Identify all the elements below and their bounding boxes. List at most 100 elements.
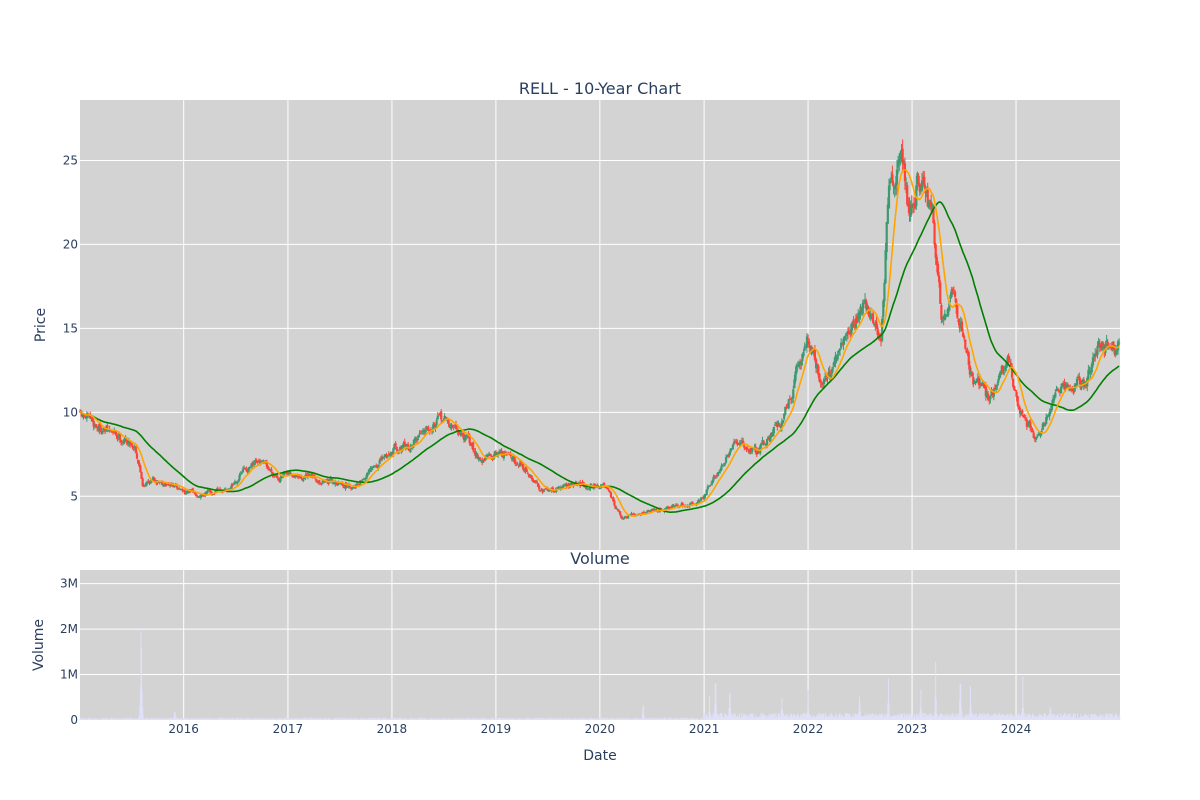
candle-body <box>146 481 149 484</box>
volume-bar <box>883 713 885 720</box>
volume-bar <box>371 719 373 720</box>
candle-body <box>131 444 134 448</box>
candle-body <box>1099 346 1103 349</box>
volume-bar <box>981 715 983 720</box>
volume-bar <box>954 715 956 720</box>
volume-bar <box>580 718 582 720</box>
volume-bar <box>170 718 172 720</box>
candle-body <box>704 494 707 496</box>
volume-bar <box>771 714 773 720</box>
volume-bar <box>632 718 634 720</box>
candle-body <box>1047 415 1050 417</box>
volume-bar <box>869 716 871 720</box>
volume-bar <box>893 714 895 720</box>
volume-bar <box>890 717 892 720</box>
candle-body <box>191 488 194 492</box>
volume-y-tick-label: 3M <box>60 577 78 591</box>
volume-bar <box>346 718 348 720</box>
candle-body <box>876 327 879 335</box>
volume-bar <box>113 718 115 720</box>
volume-bar <box>571 719 573 720</box>
volume-bar <box>378 717 380 720</box>
volume-bar <box>980 714 982 720</box>
volume-bar <box>843 716 845 720</box>
volume-bar <box>211 717 213 720</box>
volume-bar <box>245 717 247 720</box>
volume-bar <box>115 718 117 720</box>
volume-bar <box>1000 715 1002 720</box>
volume-bar <box>307 719 309 720</box>
volume-bar <box>1013 717 1015 720</box>
volume-bar <box>792 715 794 720</box>
volume-bar <box>1021 712 1023 720</box>
volume-bar <box>281 718 283 720</box>
volume-bar <box>512 718 514 720</box>
candle-body <box>622 518 625 520</box>
volume-bar <box>154 718 156 720</box>
volume-bar <box>278 717 280 720</box>
volume-bar <box>138 715 140 720</box>
volume-bar <box>453 718 455 720</box>
volume-bar <box>252 717 254 720</box>
candle-body <box>647 510 650 512</box>
volume-bar <box>150 719 152 720</box>
volume-bar <box>1077 718 1079 720</box>
volume-bar <box>536 718 538 720</box>
volume-bar <box>765 717 767 720</box>
volume-bar <box>151 719 153 720</box>
candle-body <box>314 479 317 481</box>
volume-bar <box>123 718 125 720</box>
volume-bar <box>1107 717 1109 720</box>
volume-bar <box>1057 713 1059 720</box>
volume-bar <box>895 715 897 720</box>
volume-bar <box>1034 718 1036 720</box>
candle-body <box>714 475 717 477</box>
candle-body <box>657 511 660 513</box>
candle-body <box>361 479 364 481</box>
candle-body <box>473 451 476 452</box>
candle-body <box>906 185 909 205</box>
volume-bar <box>766 716 768 720</box>
x-tick-label: 2023 <box>897 722 928 736</box>
candle-body <box>454 423 458 429</box>
volume-bar <box>523 718 525 720</box>
volume-bar <box>724 713 726 720</box>
candle-body <box>1025 419 1028 427</box>
volume-bar <box>411 718 413 720</box>
volume-bar <box>935 698 937 720</box>
candle-body <box>1081 379 1084 382</box>
candle-body <box>730 448 733 450</box>
volume-bar <box>551 717 553 720</box>
volume-bar <box>742 716 744 720</box>
volume-bar <box>696 717 698 720</box>
volume-bar <box>284 718 286 720</box>
volume-bar <box>730 713 732 720</box>
volume-bar <box>1052 714 1054 720</box>
volume-bar <box>503 717 505 720</box>
candle-body <box>193 491 197 495</box>
candle-body <box>469 442 472 447</box>
candle-body <box>173 485 176 488</box>
volume-bar <box>915 715 917 720</box>
volume-bar <box>661 719 663 720</box>
volume-bar <box>424 717 426 720</box>
volume-bar <box>340 719 342 720</box>
candle-body <box>99 423 102 431</box>
candle-body <box>305 474 308 478</box>
candle-body <box>783 413 786 419</box>
volume-bar <box>359 718 361 720</box>
candle-body <box>767 436 770 440</box>
candle-body <box>451 424 454 429</box>
candle-body <box>631 513 634 515</box>
volume-bar <box>679 719 681 720</box>
candle-body <box>787 399 790 409</box>
volume-bar <box>762 716 764 720</box>
volume-bar <box>482 717 484 720</box>
volume-bar <box>213 718 215 720</box>
volume-bar <box>342 717 344 720</box>
volume-bar <box>162 718 164 720</box>
volume-bar <box>699 719 701 720</box>
candle-body <box>650 508 654 511</box>
volume-bar <box>422 718 424 720</box>
